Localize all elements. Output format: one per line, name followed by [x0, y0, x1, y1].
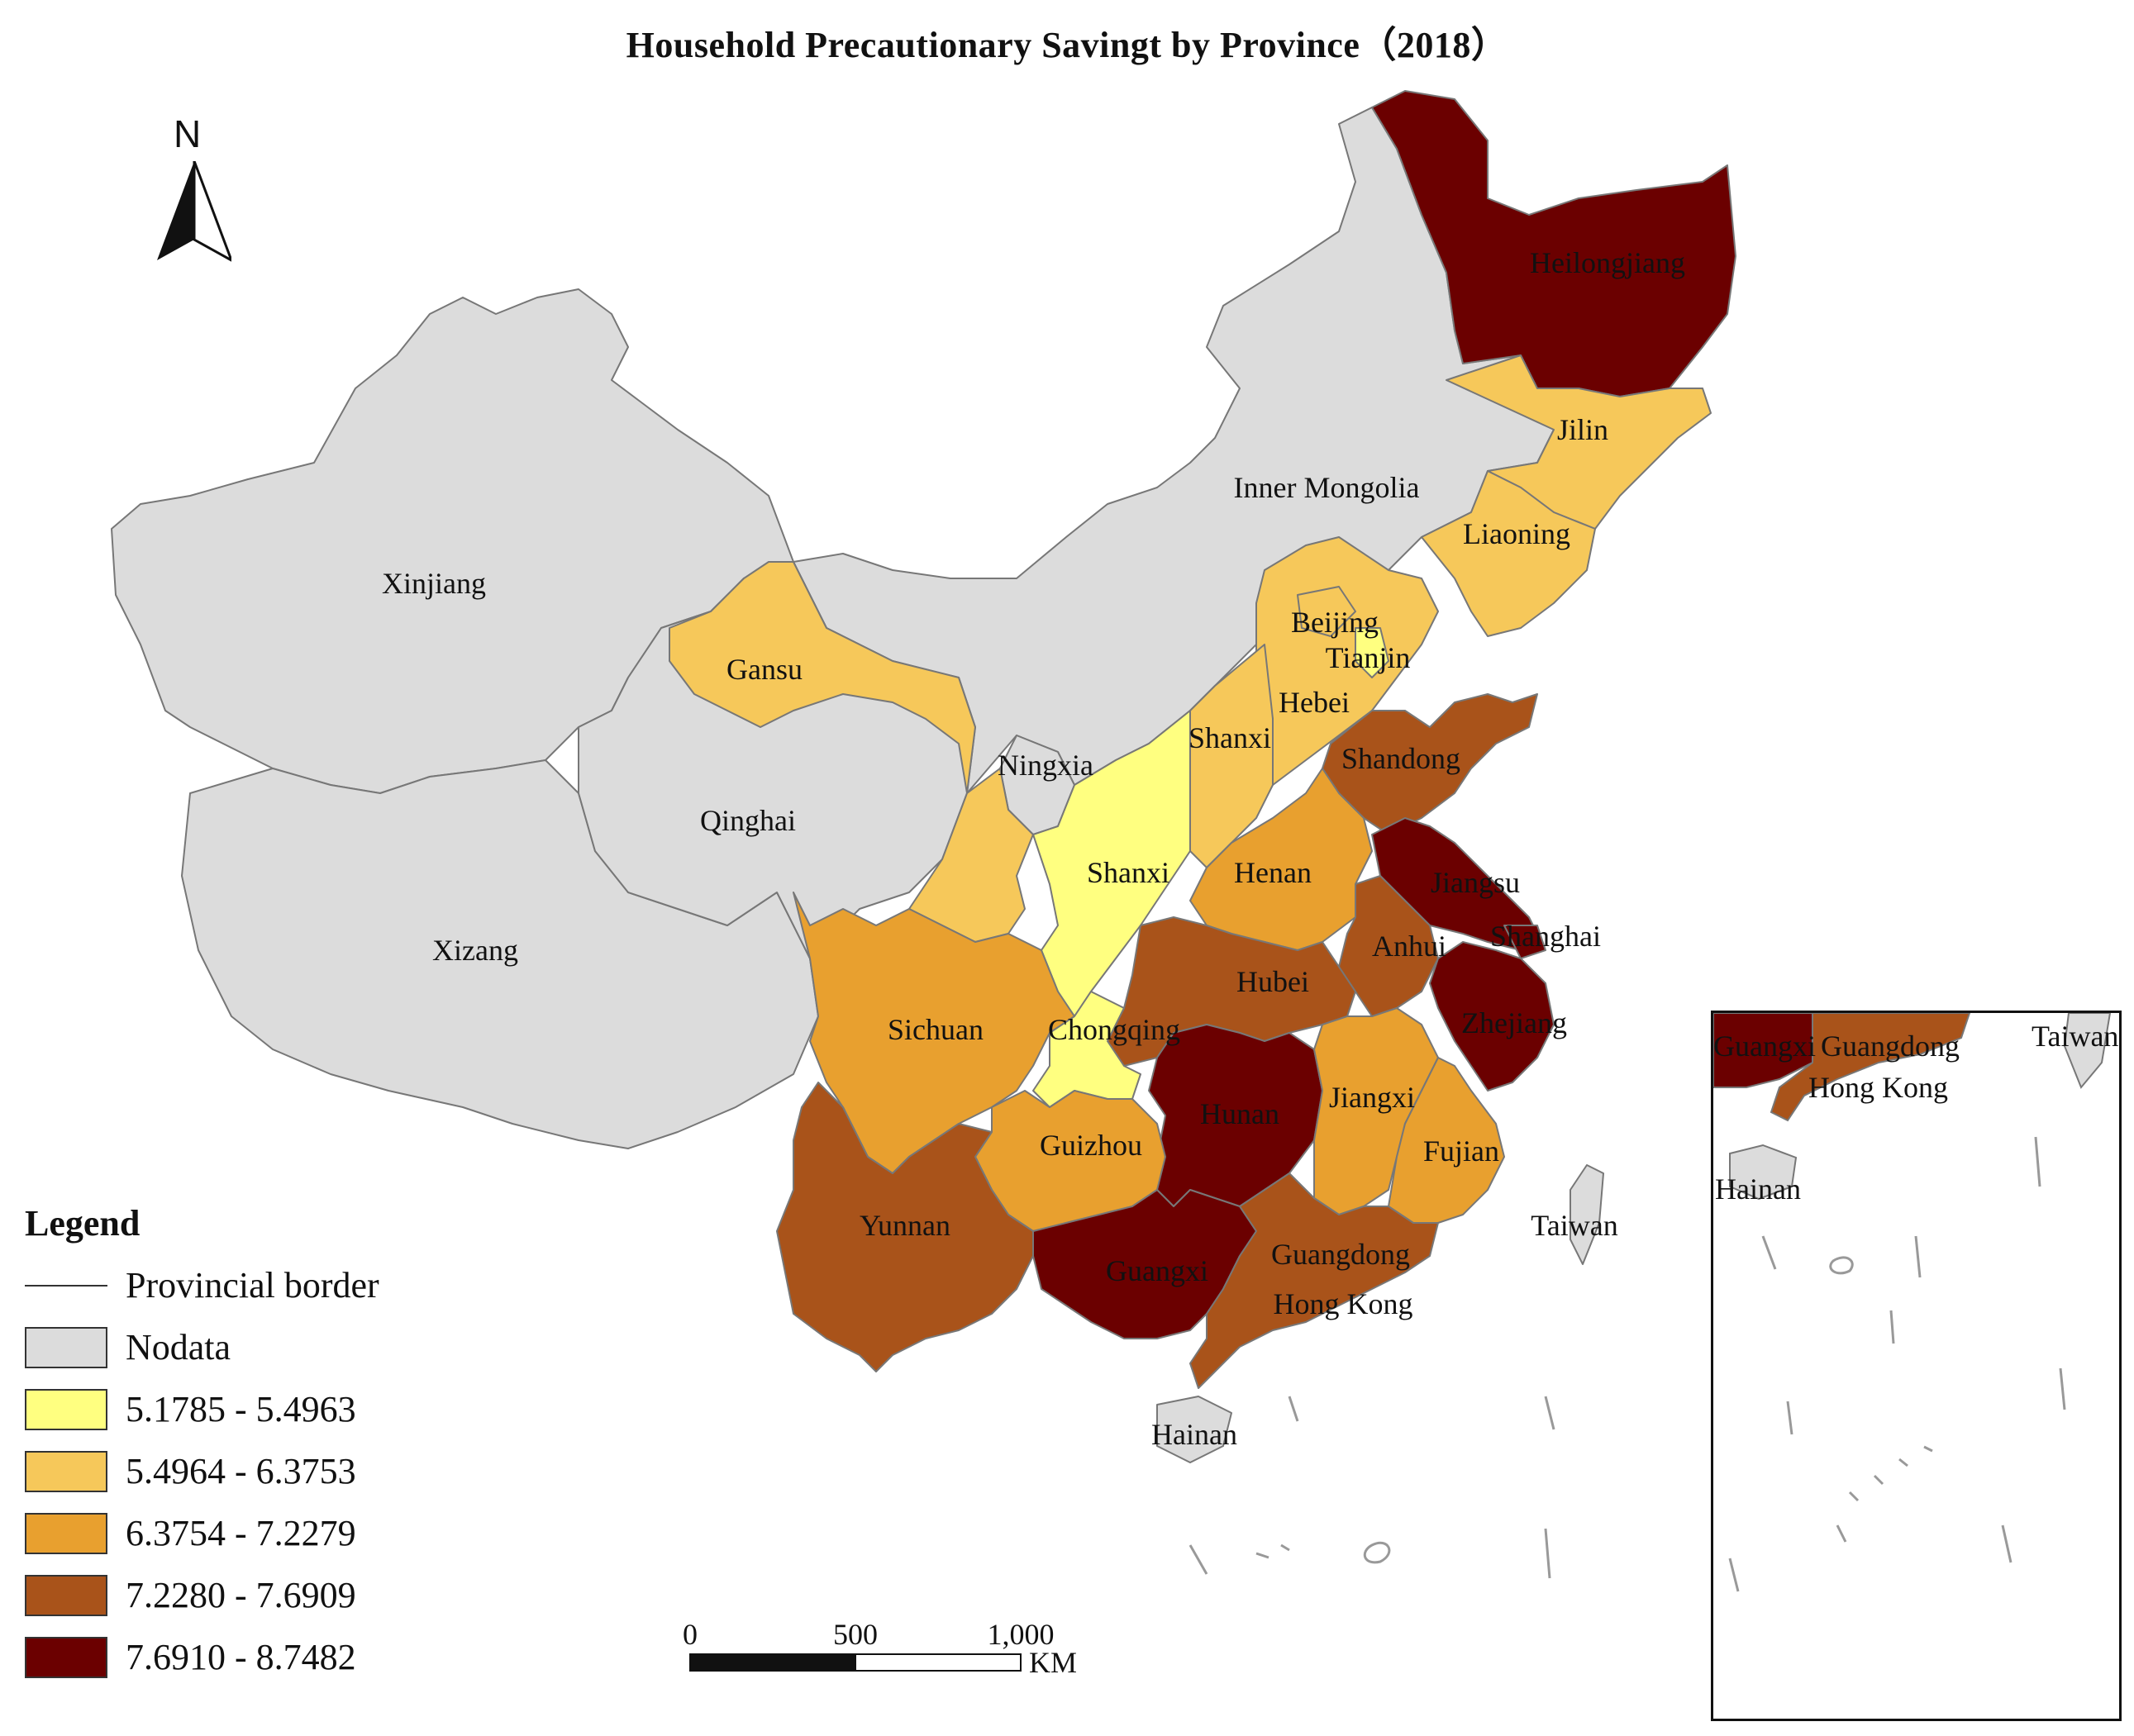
legend-item: 7.2280 - 7.6909 [25, 1564, 379, 1626]
legend-swatch [25, 1574, 107, 1616]
scale-unit: KM [1029, 1646, 1077, 1679]
legend-item-label: 5.4964 - 6.3753 [126, 1451, 356, 1491]
label-hebei: Hebei [1279, 686, 1350, 719]
region-guangdong [1189, 1172, 1439, 1389]
label-heilongjiang: Heilongjiang [1530, 246, 1685, 279]
inset-label-hong-kong: Hong Kong [1808, 1071, 1948, 1104]
label-hainan: Hainan [1151, 1418, 1237, 1451]
region-heilongjiang [1371, 90, 1736, 397]
label-tianjin: Tianjin [1326, 641, 1411, 674]
region-jilin [1446, 354, 1712, 530]
legend-swatch [25, 1388, 107, 1430]
scale-tick-0: 0 [683, 1619, 698, 1651]
label-jiangsu: Jiangsu [1431, 866, 1520, 899]
legend-item-label: Nodata [126, 1327, 231, 1367]
label-guangdong: Guangdong [1271, 1238, 1410, 1271]
legend-item-label: 7.2280 - 7.6909 [126, 1575, 356, 1615]
south-china-sea-islands [1188, 1396, 1555, 1579]
label-beijing: Beijing [1291, 606, 1379, 639]
label-xizang: Xizang [432, 934, 518, 967]
label-inner-mongolia: Inner Mongolia [1234, 471, 1420, 504]
region-tianjin [1355, 627, 1389, 678]
inset-hainan [1729, 1144, 1798, 1201]
scale-tick-500: 500 [833, 1619, 878, 1651]
inset-taiwan [2063, 1013, 2112, 1089]
label-zhejiang: Zhejiang [1461, 1006, 1567, 1039]
scale-tick-1000: 1,000 [988, 1619, 1055, 1651]
region-hainan [1156, 1396, 1232, 1463]
inset-label-hainan: Hainan [1715, 1172, 1801, 1206]
label-ningxia: Ningxia [998, 749, 1093, 782]
label-fujian: Fujian [1423, 1134, 1499, 1168]
scale-bar: 0 500 1,000 KM [683, 1619, 1077, 1679]
region-beijing [1297, 586, 1356, 637]
label-sichuan: Sichuan [888, 1013, 984, 1046]
legend-item: Nodata [25, 1316, 379, 1378]
region-shaanxi [1032, 710, 1191, 1017]
region-fujian [1388, 1057, 1505, 1224]
label-guizhou: Guizhou [1040, 1129, 1142, 1162]
label-xinjiang: Xinjiang [382, 567, 486, 600]
legend-title: Legend [25, 1203, 141, 1244]
north-label: N [174, 112, 202, 155]
label-guangxi: Guangxi [1106, 1254, 1208, 1287]
legend-swatch [25, 1326, 107, 1368]
legend-item-label: 5.1785 - 5.4963 [126, 1389, 356, 1429]
legend-swatch [25, 1450, 107, 1492]
legend-border-label: Provincial border [126, 1265, 379, 1306]
label-henan: Henan [1234, 856, 1312, 889]
label-jiangxi: Jiangxi [1329, 1081, 1415, 1114]
legend: Legend Provincial border Nodata 5.1785 -… [25, 1202, 379, 1688]
inset-label-guangxi: Guangxi [1713, 1030, 1816, 1063]
label-shanxi: Shanxi [1188, 721, 1271, 754]
legend-border-row: Provincial border [25, 1254, 379, 1316]
inset-guangdong [1770, 1013, 1971, 1122]
inset-guangxi [1713, 1013, 1822, 1088]
inset-label-guangdong: Guangdong [1821, 1030, 1960, 1063]
border-line-icon [25, 1284, 107, 1287]
label-shaanxi: Shanxi [1087, 856, 1169, 889]
region-liaoning [1421, 470, 1596, 637]
south-china-sea-inset: Guangxi Guangdong Hong Kong Taiwan Haina… [1711, 1011, 2122, 1721]
legend-item-label: 6.3754 - 7.2279 [126, 1513, 356, 1553]
label-gansu: Gansu [726, 653, 803, 686]
inset-label-taiwan: Taiwan [2032, 1020, 2118, 1053]
label-yunnan: Yunnan [860, 1209, 950, 1242]
label-qinghai: Qinghai [700, 804, 796, 837]
label-chongqing: Chongqing [1048, 1013, 1180, 1046]
north-arrow-icon [157, 161, 231, 262]
legend-swatch [25, 1636, 107, 1678]
region-yunnan [776, 1082, 1034, 1372]
inset-map: Guangxi Guangdong Hong Kong Taiwan Haina… [1713, 1013, 2118, 1592]
label-shanghai: Shanghai [1490, 920, 1601, 953]
region-taiwan [1570, 1164, 1604, 1265]
label-liaoning: Liaoning [1463, 517, 1570, 550]
legend-item-label: 7.6910 - 8.7482 [126, 1637, 356, 1677]
legend-item: 6.3754 - 7.2279 [25, 1502, 379, 1564]
label-hubei: Hubei [1236, 965, 1309, 998]
label-hunan: Hunan [1200, 1097, 1279, 1130]
legend-swatch [25, 1512, 107, 1554]
legend-item: 5.4964 - 6.3753 [25, 1440, 379, 1502]
map-title: Household Precautionary Savingt by Provi… [626, 25, 1508, 65]
label-hong-kong: Hong Kong [1274, 1287, 1413, 1320]
label-shandong: Shandong [1341, 742, 1460, 775]
region-shanghai [1503, 925, 1546, 959]
label-anhui: Anhui [1372, 930, 1446, 963]
region-sichuan [793, 892, 1075, 1174]
label-jilin: Jilin [1557, 413, 1608, 446]
region-zhejiang [1429, 941, 1555, 1092]
label-taiwan: Taiwan [1531, 1209, 1617, 1242]
legend-item: 5.1785 - 5.4963 [25, 1378, 379, 1440]
legend-item: 7.6910 - 8.7482 [25, 1626, 379, 1688]
